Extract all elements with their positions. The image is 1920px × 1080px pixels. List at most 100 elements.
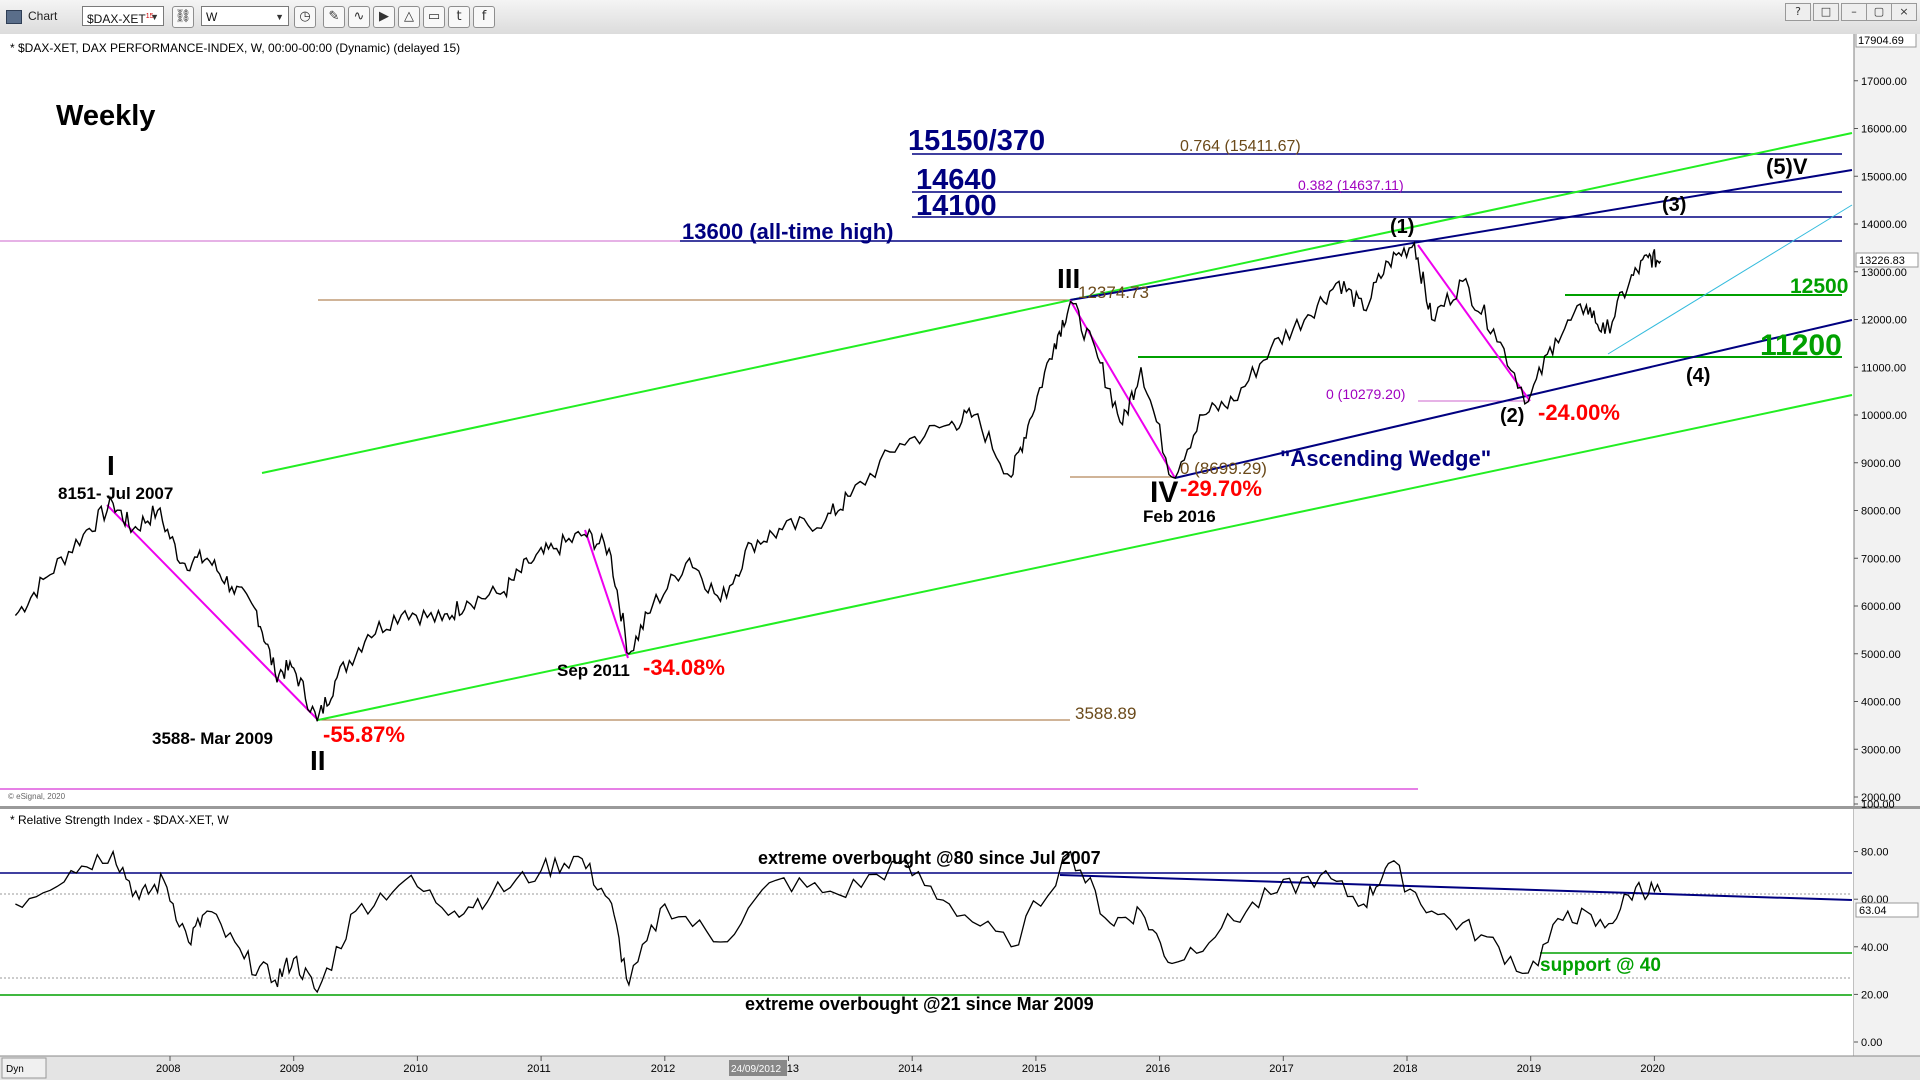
chart-area[interactable]: * $DAX-XET, DAX PERFORMANCE-INDEX, W, 00… — [0, 34, 1920, 1080]
drop-2009-label: -55.87% — [323, 722, 405, 747]
chart-toolbar: Chart $DAX-XET15 ▼ ⛓ W ▼ ◷ ✎ ∿ ▶ △ ▭ t f… — [0, 0, 1920, 35]
panel-separator — [0, 806, 1920, 809]
time-tick-label: 2019 — [1517, 1063, 1541, 1075]
copyright-label: © eSignal, 2020 — [8, 792, 66, 801]
price-tick-label: 4000.00 — [1861, 697, 1901, 709]
date-tag-text: 24/09/2012 — [731, 1064, 781, 1075]
interval-text: W — [206, 10, 218, 24]
price-panel-bg — [0, 34, 1854, 806]
drop-arrow-2018 — [1417, 244, 1531, 402]
rsi-value-tag-text: 63.04 — [1859, 905, 1887, 917]
rsi-axis-bg — [1854, 809, 1920, 1056]
wave-I-date-label: 8151- Jul 2007 — [58, 484, 173, 503]
curve-icon[interactable]: ∿ — [348, 6, 370, 28]
price-line — [14, 240, 1662, 722]
minimize-button[interactable]: – — [1841, 3, 1867, 21]
symbol-superscript: 15 — [145, 13, 154, 20]
date-tag — [729, 1060, 787, 1076]
fib-0764-label: 0.764 (15411.67) — [1180, 138, 1301, 155]
chevron-down-icon: ▼ — [275, 12, 284, 22]
price-tick-label: 12000.00 — [1861, 315, 1907, 327]
facebook-icon[interactable]: f — [473, 6, 495, 28]
fib-0382-label: 0.382 (14637.11) — [1298, 177, 1404, 193]
wave-IV-label: IV — [1150, 476, 1178, 509]
help-button[interactable]: ? — [1785, 3, 1811, 21]
price-tick-label: 14000.00 — [1861, 219, 1907, 231]
link-icon[interactable]: ⛓ — [172, 6, 194, 28]
time-tick-label: 2016 — [1146, 1063, 1170, 1075]
rsi-tick-label: 0.00 — [1861, 1037, 1882, 1049]
fib-0-8699-label: 0 (8699.29) — [1180, 459, 1267, 478]
time-tick-label: 2014 — [898, 1063, 922, 1075]
rsi-panel-header: * Relative Strength Index - $DAX-XET, W — [10, 813, 229, 827]
price-tick-label: 11000.00 — [1861, 362, 1906, 374]
price-tick-label: 9000.00 — [1861, 458, 1901, 470]
chart-app-icon — [6, 10, 22, 24]
drop-2018-label: -24.00% — [1538, 400, 1620, 425]
time-tick-label: 2018 — [1393, 1063, 1417, 1075]
sep-2011-label: Sep 2011 — [557, 661, 630, 680]
maximize-button[interactable]: ▢ — [1866, 3, 1892, 21]
price-tick-label: 17000.00 — [1861, 76, 1907, 88]
triangle-icon[interactable]: △ — [398, 6, 420, 28]
upper-channel-line — [261, 132, 1853, 474]
level-11200-label: 11200 — [1760, 329, 1842, 362]
top-price-tag — [1855, 34, 1917, 48]
rsi-tick-label: 80.00 — [1861, 847, 1889, 859]
app-title: Chart — [28, 9, 58, 23]
price-tick-label: 16000.00 — [1861, 124, 1907, 136]
price-tick-label: 6000.00 — [1861, 601, 1901, 613]
last-price-tag — [1855, 252, 1919, 268]
price-panel-header: * $DAX-XET, DAX PERFORMANCE-INDEX, W, 00… — [10, 41, 460, 55]
wave-4-label: (4) — [1686, 365, 1710, 387]
symbol-combo[interactable]: $DAX-XET15 ▼ — [82, 6, 164, 26]
time-axis-ticks: 2008200920102011201220132014201520162017… — [156, 1056, 1665, 1075]
close-button[interactable]: × — [1891, 3, 1917, 21]
time-tick-label: 2015 — [1022, 1063, 1046, 1075]
rsi-tick-label: 40.00 — [1861, 942, 1889, 954]
wave-2-label: (2) — [1500, 405, 1524, 427]
wave-I-label: I — [107, 450, 115, 481]
chat-icon[interactable]: ▭ — [423, 6, 445, 28]
drop-2011-label: -34.08% — [643, 655, 725, 680]
last-price-tag-text: 13226.83 — [1859, 255, 1905, 267]
time-axis-bg — [0, 1056, 1920, 1080]
wave-II-label: II — [310, 745, 326, 776]
rsi-oversold-label: extreme overbought @21 since Mar 2009 — [745, 994, 1094, 1014]
drop-2016-label: -29.70% — [1180, 476, 1262, 501]
play-icon[interactable]: ▶ — [373, 6, 395, 28]
rsi-value-tag — [1855, 902, 1919, 918]
pencil-icon[interactable]: ✎ — [323, 6, 345, 28]
level-12500-label: 12500 — [1790, 275, 1848, 298]
drop-arrow-2009 — [106, 504, 319, 721]
clock-icon[interactable]: ◷ — [294, 6, 316, 28]
price-tick-label: 13000.00 — [1861, 267, 1907, 279]
twitter-icon[interactable]: t — [448, 6, 470, 28]
wave-1-label: (1) — [1390, 216, 1414, 238]
rsi-tick-label: 100.00 — [1861, 799, 1895, 811]
wedge-lower-line — [1174, 319, 1853, 479]
level-12374-label: 12374.73 — [1078, 283, 1149, 302]
level-3588-label: 3588.89 — [1075, 704, 1136, 723]
chevron-down-icon: ▼ — [150, 12, 159, 22]
rsi-support-label: support @ 40 — [1540, 955, 1661, 976]
price-axis-bg — [1854, 34, 1920, 806]
time-tick-label: 2008 — [156, 1063, 180, 1075]
rsi-overbought-label: extreme overbought @80 since Jul 2007 — [758, 848, 1101, 868]
ascending-wedge-label: "Ascending Wedge" — [1280, 446, 1491, 471]
timeframe-label: Weekly — [56, 100, 155, 132]
dyn-button[interactable] — [1, 1057, 47, 1079]
restore-button[interactable]: □ — [1813, 3, 1839, 21]
time-tick-label: 2012 — [651, 1063, 675, 1075]
price-tick-label: 3000.00 — [1861, 744, 1901, 756]
time-tick-label: 2020 — [1640, 1063, 1664, 1075]
symbol-text: $DAX-XET — [87, 12, 146, 26]
time-tick-label: 2009 — [280, 1063, 304, 1075]
top-price-tag-text: 17904.69 — [1858, 35, 1904, 47]
wave-IV-date-label: Feb 2016 — [1143, 507, 1216, 526]
interval-combo[interactable]: W ▼ — [201, 6, 289, 26]
price-tick-label: 2000.00 — [1861, 792, 1901, 804]
price-tick-label: 10000.00 — [1861, 410, 1907, 422]
cyan-trend-line — [1607, 204, 1853, 355]
